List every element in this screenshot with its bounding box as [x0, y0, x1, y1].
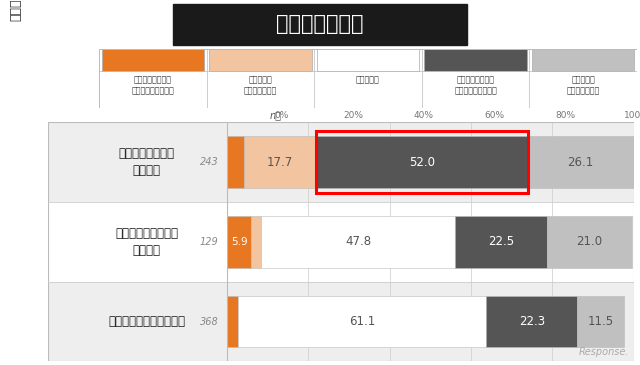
FancyBboxPatch shape — [317, 49, 419, 72]
Bar — [227, 296, 238, 347]
Bar — [486, 296, 577, 347]
Bar — [238, 296, 486, 347]
Text: 22.5: 22.5 — [488, 235, 514, 248]
FancyBboxPatch shape — [209, 49, 312, 72]
Text: 21.0: 21.0 — [576, 235, 602, 248]
Text: 80%: 80% — [556, 111, 576, 120]
Text: Response.: Response. — [579, 347, 630, 357]
Text: 0%: 0% — [275, 111, 289, 120]
Text: 100%: 100% — [624, 111, 640, 120]
Bar — [227, 202, 634, 282]
Text: 5.9: 5.9 — [231, 237, 248, 247]
FancyBboxPatch shape — [173, 4, 467, 45]
Text: 129: 129 — [200, 237, 218, 247]
Text: 243: 243 — [200, 157, 218, 167]
Bar — [227, 282, 634, 361]
Bar — [455, 216, 547, 268]
Bar — [48, 282, 227, 361]
Bar — [527, 136, 634, 188]
Text: 26.1: 26.1 — [568, 155, 594, 169]
Text: 増えたが、
元に戻ると思う: 増えたが、 元に戻ると思う — [244, 76, 277, 96]
FancyBboxPatch shape — [102, 49, 204, 72]
Text: 22.3: 22.3 — [519, 315, 545, 328]
Text: 17.7: 17.7 — [267, 155, 293, 169]
Bar — [244, 136, 316, 188]
Text: 減ったし、今後も
減ったままだと思う: 減ったし、今後も 減ったままだと思う — [454, 76, 497, 96]
Text: テレワークはしていない: テレワークはしていない — [108, 315, 185, 328]
Text: 一時期テレワークを
していた: 一時期テレワークを していた — [115, 227, 178, 257]
Bar — [261, 216, 455, 268]
Text: 52.0: 52.0 — [409, 155, 435, 169]
Text: 47.8: 47.8 — [345, 235, 371, 248]
Text: 60%: 60% — [485, 111, 505, 120]
Text: 40%: 40% — [414, 111, 434, 120]
FancyBboxPatch shape — [532, 49, 634, 72]
Text: 20%: 20% — [343, 111, 363, 120]
Text: 電車の利用頻度: 電車の利用頻度 — [276, 14, 364, 34]
Bar — [577, 296, 624, 347]
Text: 変わらない: 変わらない — [356, 76, 380, 85]
Text: 61.1: 61.1 — [349, 315, 376, 328]
Bar — [316, 136, 527, 188]
Bar — [48, 202, 227, 282]
Bar — [48, 122, 227, 202]
Text: 現在テレワークを
している: 現在テレワークを している — [118, 147, 175, 177]
Text: 増えたし、今後も
増えたままだと思う: 増えたし、今後も 増えたままだと思う — [132, 76, 174, 96]
FancyBboxPatch shape — [424, 49, 527, 72]
Bar — [227, 216, 251, 268]
Bar — [227, 122, 634, 202]
Bar — [251, 216, 261, 268]
Bar — [227, 136, 244, 188]
Bar — [316, 131, 527, 193]
Text: 11.5: 11.5 — [588, 315, 614, 328]
Text: n＝: n＝ — [270, 110, 282, 120]
Text: 減ったが、
元に戻ると思う: 減ったが、 元に戻ると思う — [566, 76, 600, 96]
Text: 368: 368 — [200, 316, 218, 327]
Bar — [547, 216, 632, 268]
Text: テレワーク: テレワーク — [9, 0, 22, 22]
